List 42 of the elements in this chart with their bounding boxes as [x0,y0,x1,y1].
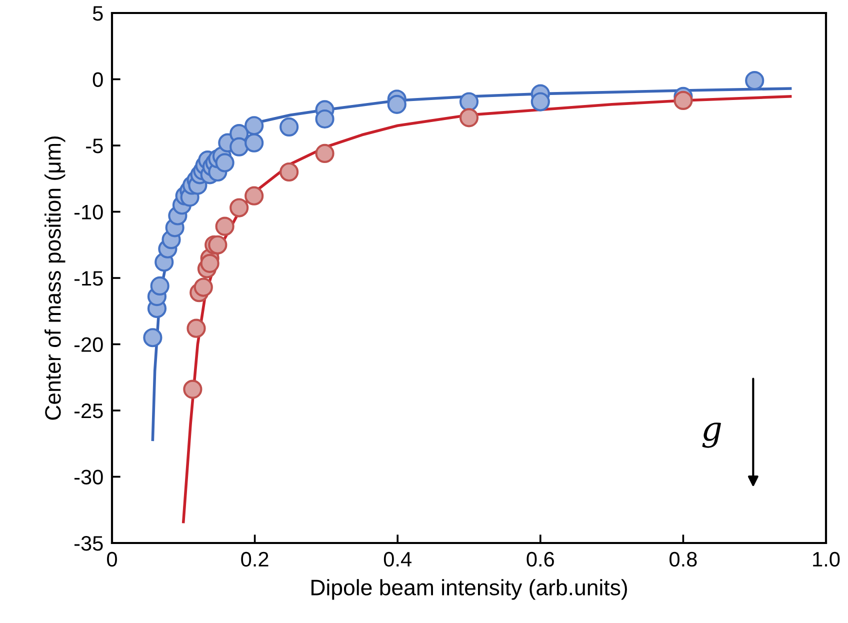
y-tick-label: -15 [74,271,103,286]
y-axis-title: Center of mass position (μm) [44,136,66,420]
y-tick-label: -35 [74,536,103,551]
point [200,254,220,273]
point [280,162,299,182]
point [244,133,264,152]
point [674,90,693,110]
point [745,71,764,90]
point [194,278,213,297]
y-tick-label: 0 [92,72,103,88]
point [150,276,170,296]
x-tick-label: 0 [107,552,117,567]
x-tick-label: 0.2 [241,552,268,567]
point [459,108,479,128]
point [215,153,234,172]
y-tick-label: -30 [74,470,103,485]
point [230,137,249,156]
y-tick-label: -10 [74,204,103,220]
point [208,235,228,254]
point [186,318,206,338]
y-tick-label: 5 [92,6,103,21]
x-tick-label: 0.6 [526,552,554,567]
annotation: g [702,422,721,448]
point [387,94,406,114]
point [230,198,249,218]
point [459,92,479,112]
y-tick-label: -5 [86,138,103,154]
point [315,109,334,129]
x-axis-title: Dipole beam intensity (arb.units) [312,579,627,600]
point [530,92,550,112]
y-tick-label: -25 [74,404,103,418]
point [315,144,334,163]
x-tick-label: 1.0 [813,552,840,567]
point [280,117,299,136]
point [183,380,202,399]
point [244,116,264,136]
x-tick-label: 0.4 [384,552,412,567]
point [143,328,162,348]
x-tick-label: 0.8 [670,552,697,567]
point [244,186,264,206]
point [215,216,234,236]
y-tick-label: -20 [74,337,103,352]
